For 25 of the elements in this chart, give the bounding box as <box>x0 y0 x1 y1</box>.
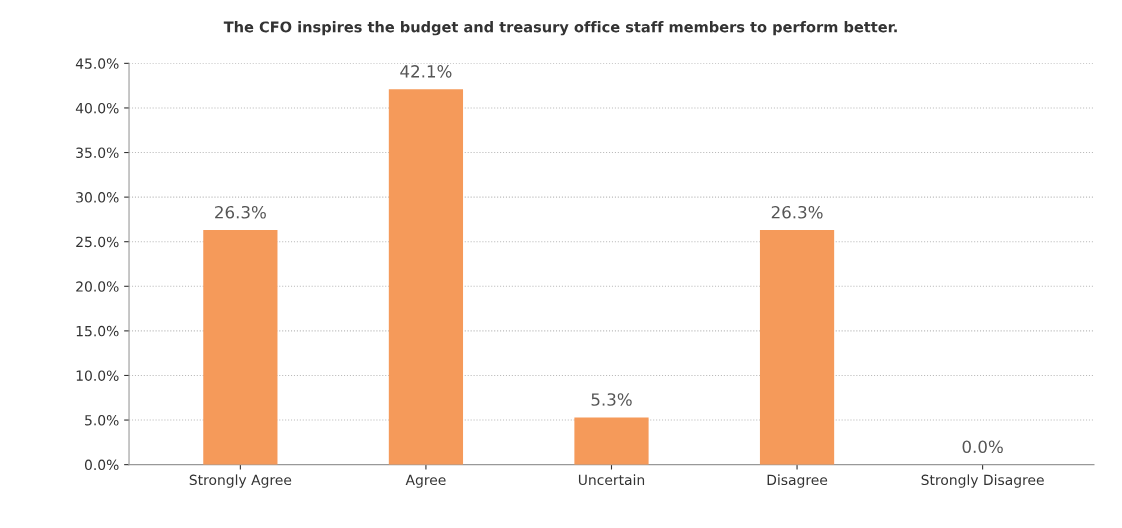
bar <box>759 230 835 465</box>
x-tick-label: Strongly Disagree <box>921 474 1044 488</box>
y-tick-label: 10.0% <box>76 370 119 381</box>
y-tick-label: 30.0% <box>76 192 119 203</box>
bar <box>203 230 278 465</box>
x-tick-label: Disagree <box>767 474 828 488</box>
y-tick-label: 15.0% <box>76 325 119 337</box>
data-label: 42.1% <box>400 65 452 78</box>
y-tick-label: 45.0% <box>75 58 119 69</box>
y-tick-label: 25.0% <box>76 236 119 248</box>
data-label: 0.0% <box>962 440 1003 454</box>
y-tick-label: 5.0% <box>85 415 119 426</box>
x-tick-label: Agree <box>405 474 446 488</box>
x-tick-label: Uncertain <box>578 474 645 486</box>
y-tick-label: 20.0% <box>76 281 119 292</box>
bar <box>574 417 649 465</box>
y-tick-label: 40.0% <box>75 102 119 114</box>
data-label: 26.3% <box>215 205 266 219</box>
y-tick-label: 35.0% <box>76 147 119 159</box>
chart-title: The CFO inspires the budget and treasury office staff members to perform better. <box>223 21 897 36</box>
x-tick-label: Strongly Agree <box>189 474 292 488</box>
bar <box>388 89 464 465</box>
y-tick-label: 0.0% <box>84 459 119 471</box>
data-label: 26.3% <box>771 205 823 219</box>
data-label: 5.3% <box>591 393 632 406</box>
